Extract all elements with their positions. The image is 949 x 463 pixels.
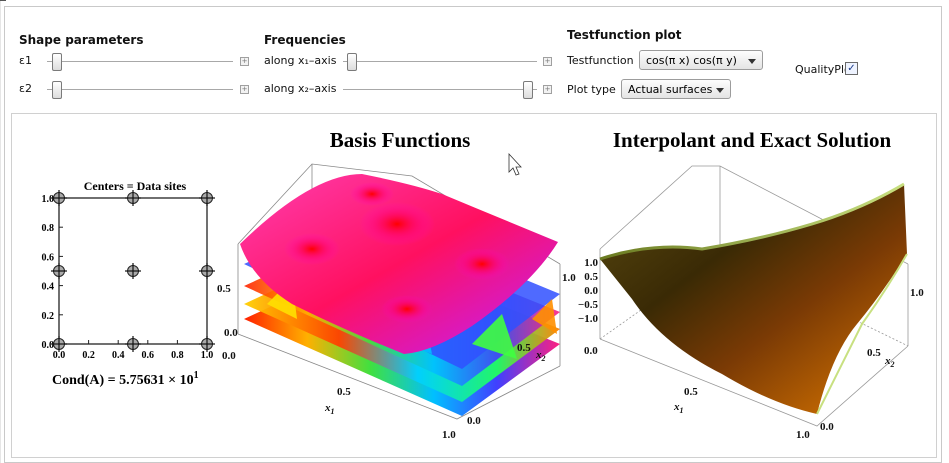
centers-xtick-label: 0.8 [171,350,184,361]
interp-x1-tick-0.5: 0.5 [684,386,698,398]
testfunction-plot-title: Testfunction plot [567,28,682,42]
e2-slider-track[interactable] [47,89,233,90]
centers-ytick-label: 0.4 [42,282,55,293]
shape-parameters-title: Shape parameters [19,33,144,47]
centers-ytick-label: 0.6 [42,252,55,263]
testfunction-label: Testfunction [567,54,634,67]
interp-x2-tick-1.0: 1.0 [910,287,924,299]
interp-z-tick: 0.5 [584,271,598,283]
basis-plot: Basis Functions [217,128,576,441]
chevron-down-icon [748,59,756,64]
centers-xtick-label: 0.2 [82,350,95,361]
e2-slider-thumb[interactable] [52,81,63,99]
basis-x1-tick-1.0: 1.0 [442,429,456,441]
freq-x1-slider-thumb[interactable] [346,53,357,71]
basis-peak-back [350,182,394,206]
plottype-select-value: Actual surfaces [628,83,713,96]
controls-area: Shape parameters ε1 + ε2 + Frequencies a… [5,7,941,111]
plottype-label: Plot type [567,83,616,96]
basis-peak-left [284,233,340,265]
plottype-select[interactable]: Actual surfaces [621,79,731,99]
centers-plot-title: Centers = Data sites [84,179,187,193]
interp-corner-tick: 0.0 [584,345,598,357]
e1-expand-icon[interactable]: + [240,57,249,66]
center-point [51,190,67,206]
basis-x2-axis-label: x2 [535,349,546,363]
interpolant-surface-edge [599,182,905,261]
freq-x1-slider-track[interactable] [343,61,537,62]
e1-slider-thumb[interactable] [52,53,63,71]
center-point [125,263,141,279]
interp-x2-tick-0.5: 0.5 [867,347,881,359]
e1-slider-track[interactable] [47,61,233,62]
interp-x2-tick-0.0: 0.0 [820,421,834,433]
interp-z-tick: −1.0 [578,313,599,325]
e1-label: ε1 [19,54,32,67]
centers-xtick-label: 0.6 [142,350,155,361]
freq-x2-expand-icon[interactable]: + [543,85,552,94]
centers-ytick-label: 1.0 [42,194,55,205]
freq-x2-slider-track[interactable] [343,89,537,90]
interpolant-plot: Interpolant and Exact Solution 1.0 0.5 0.0… [578,128,924,441]
basis-x2-tick-1.0: 1.0 [562,272,576,284]
freq-x2-slider-thumb[interactable] [523,81,534,99]
plots-svg: Centers = Data sites 0.00.20.40.60.81.0 … [42,128,925,441]
interpolant-surface-front-edge [816,253,908,415]
mouse-pointer-icon [508,152,522,176]
manipulate-panel: Shape parameters ε1 + ε2 + Frequencies a… [4,6,942,463]
basis-peak-right [454,248,510,280]
interp-z-tick: 0.0 [584,285,598,297]
center-point [199,190,215,206]
plot-output-area: Centers = Data sites 0.0 0.2 0.4 0.6 0.8 1.0 … [11,113,937,458]
interp-z-tick: −0.5 [578,299,599,311]
chevron-down-icon [716,88,724,93]
interpolant-plot-title: Interpolant and Exact Solution [613,128,892,152]
interp-x1-tick-1.0: 1.0 [796,429,810,441]
interp-x2-axis-label: x2 [884,355,895,369]
basis-x1-tick-0.5: 0.5 [337,386,351,398]
center-point [125,190,141,206]
basis-x1-tick-0.0: 0.0 [222,350,236,362]
basis-plot-title: Basis Functions [330,128,471,152]
basis-z-tick-0.0: 0.0 [224,327,238,339]
cond-number-text: Cond(A) = 5.75631 × 101 [52,370,199,388]
window-corner-mark [0,0,6,1]
interp-x1-axis-label: x1 [673,401,684,415]
centers-ytick-label: 0.0 [42,340,55,351]
interp-z-tick: 1.0 [584,257,598,269]
center-point [51,263,67,279]
basis-x2-tick-0.5: 0.5 [517,342,531,354]
centers-xtick-label: 1.0 [201,350,214,361]
e2-label: ε2 [19,82,32,95]
centers-ytick-label: 0.8 [42,223,55,234]
basis-x1-axis-label: x1 [324,402,335,416]
centers-xtick-label: 0.0 [53,350,66,361]
centers-plot: Centers = Data sites 0.00.20.40.60.81.0 … [42,179,215,388]
qualityplot-label: QualityPlot [795,63,856,76]
center-point [125,336,141,352]
testfunction-select-value: cos(π x) cos(π y) [646,54,737,67]
basis-peak-center [359,202,435,246]
qualityplot-checkbox[interactable]: ✓ [845,62,858,75]
interpolant-surface [600,184,907,414]
basis-x2-tick-0.0: 0.0 [467,415,481,427]
e2-expand-icon[interactable]: + [240,85,249,94]
freq-x1-expand-icon[interactable]: + [543,57,552,66]
basis-peak-front [381,295,433,323]
testfunction-select[interactable]: cos(π x) cos(π y) [639,50,763,70]
centers-ytick-label: 0.2 [42,311,55,322]
freq-x1-label: along x₁–axis [264,54,337,67]
basis-surface-top [240,174,558,354]
centers-xtick-label: 0.4 [112,350,125,361]
basis-z-tick-0.5: 0.5 [217,283,231,295]
center-point [199,336,215,352]
window-left-edge [0,0,1,463]
center-point [51,336,67,352]
center-point [199,263,215,279]
freq-x2-label: along x₂–axis [264,82,337,95]
frequencies-title: Frequencies [264,33,346,47]
